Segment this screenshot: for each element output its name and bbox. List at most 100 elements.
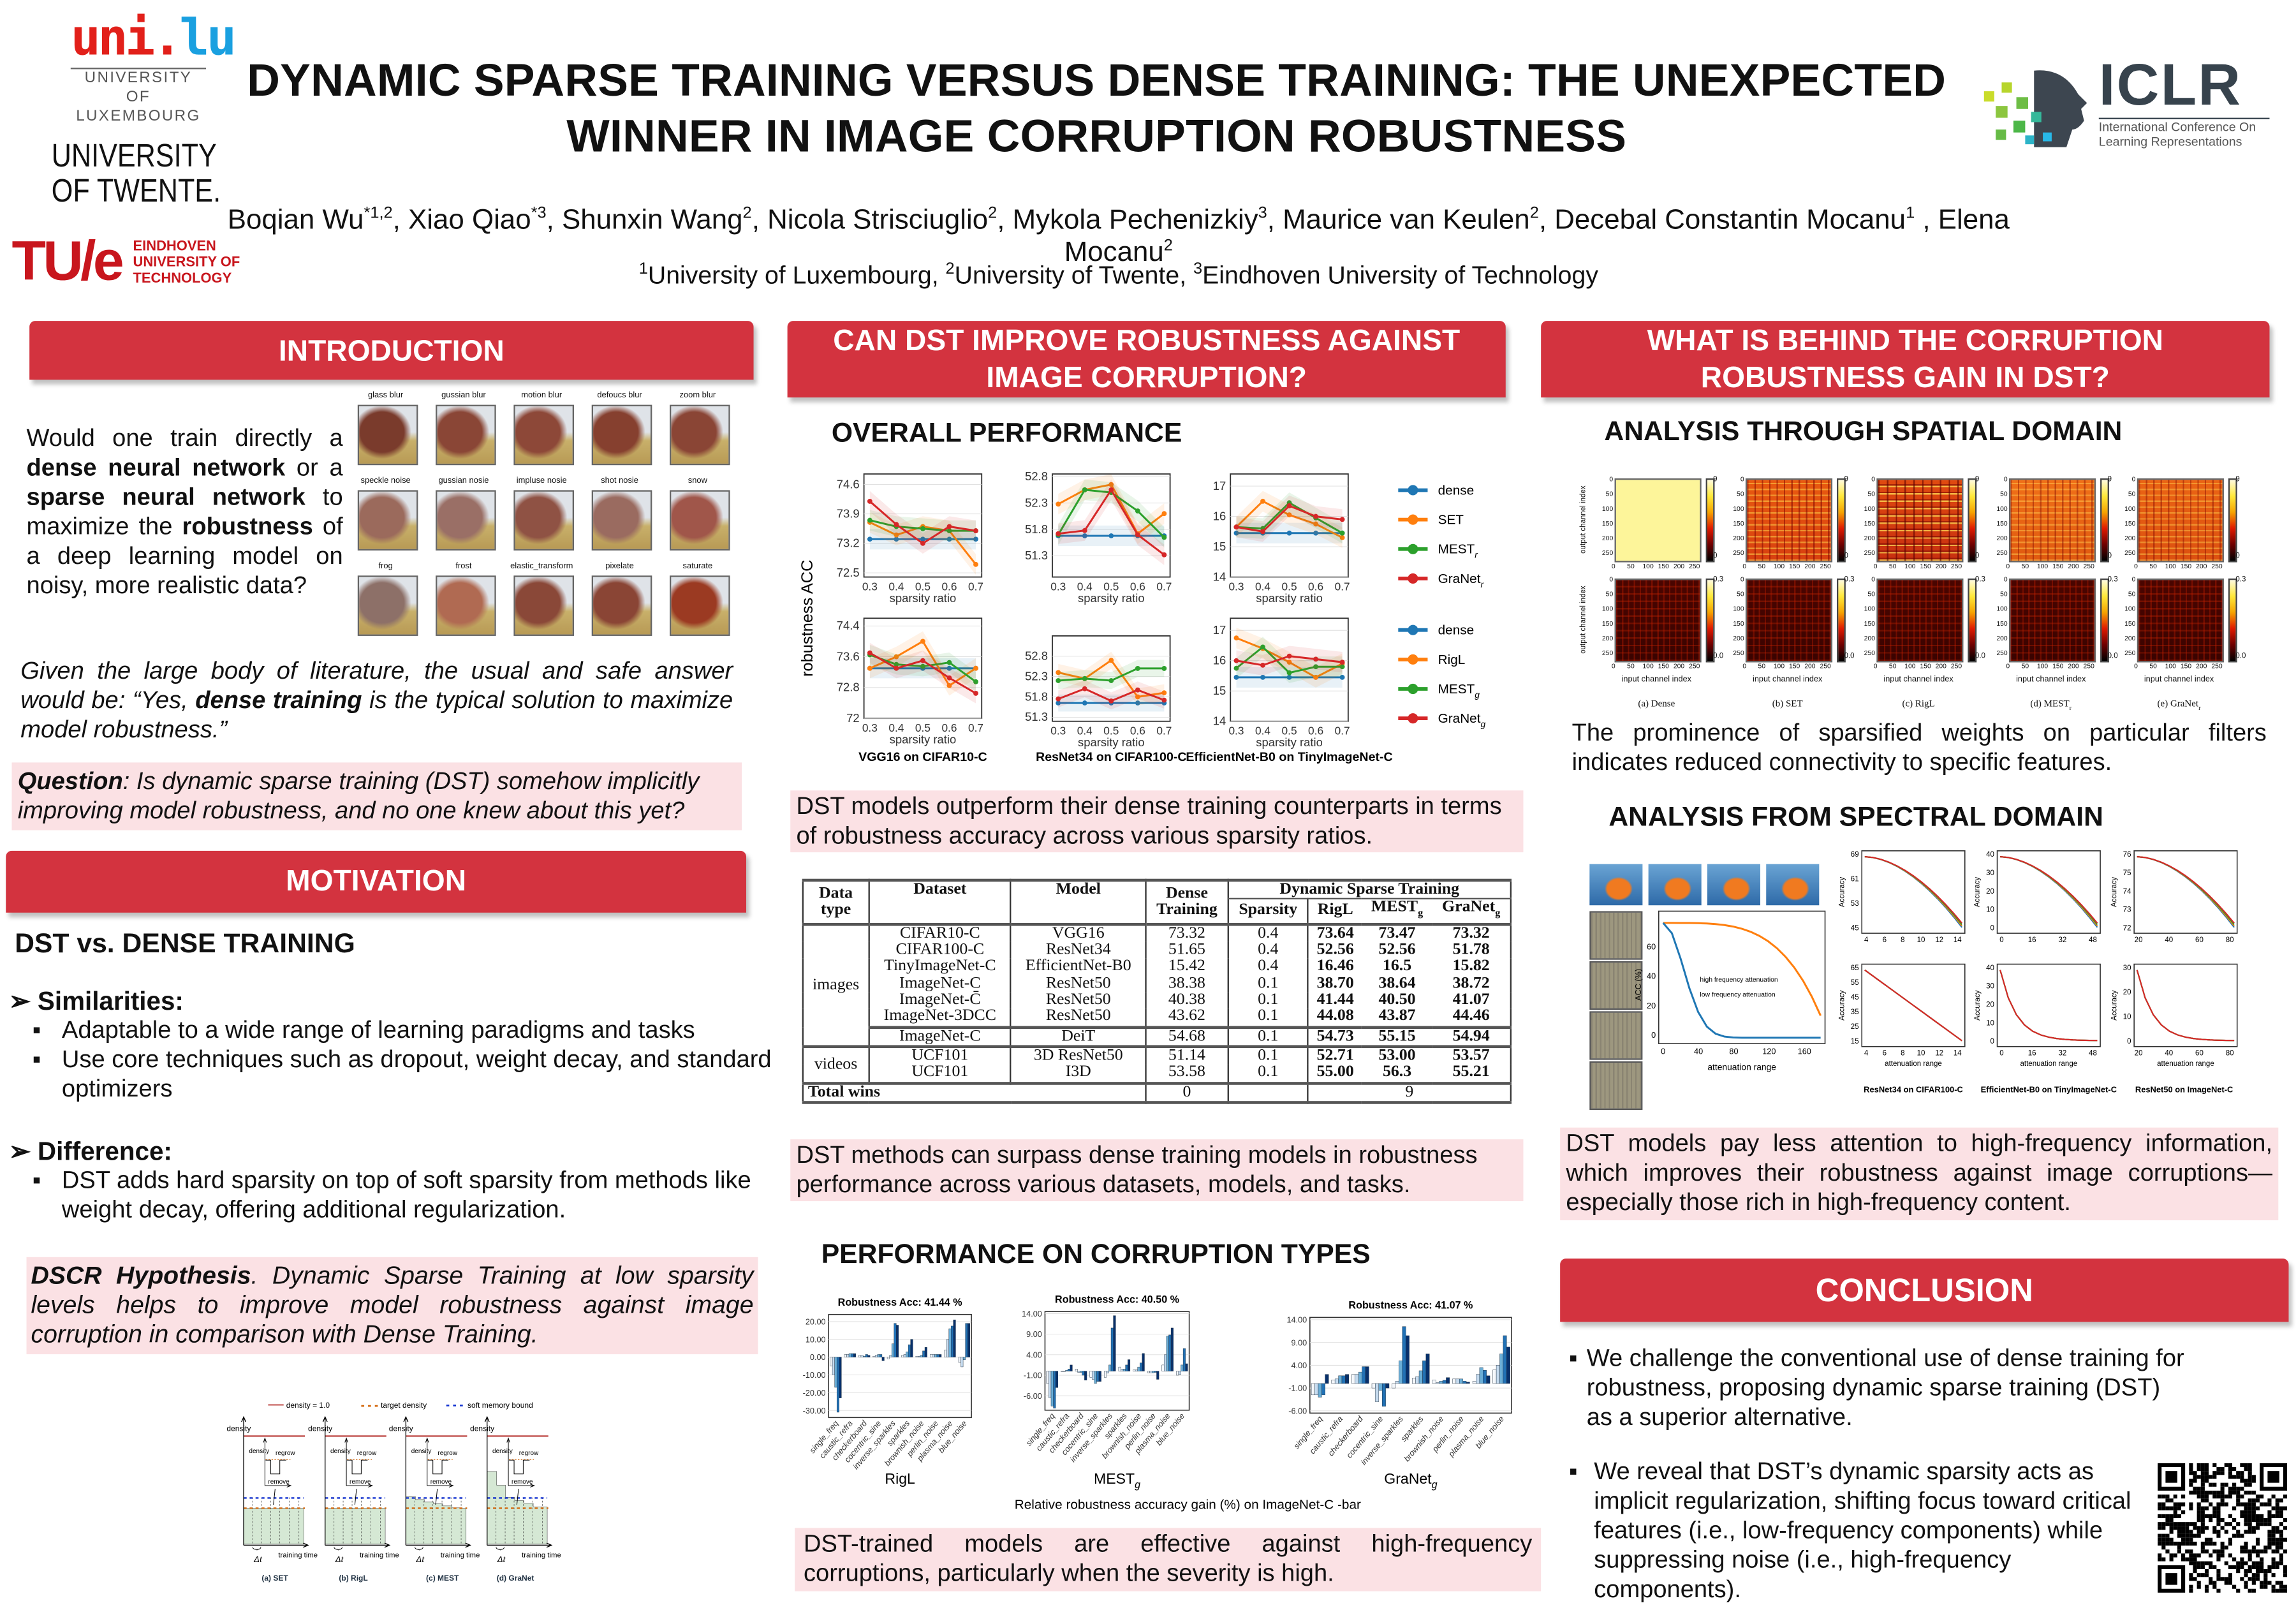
y-tick-label: -20.00	[803, 1389, 826, 1398]
confidence-band	[869, 642, 976, 704]
accuracy-plot: 72 73 74 75 76 20 40 60 80 Accuracy	[2110, 850, 2238, 944]
plot-caption: EfficientNet-B0 on TinyImageNet-C	[1981, 1084, 2117, 1094]
bar	[1122, 1369, 1126, 1371]
y-axis-label: Accuracy	[1839, 877, 1846, 908]
low-frequency-curve	[1662, 922, 1821, 1039]
y-tick-label: 100	[1601, 605, 1614, 613]
qr-module	[2193, 1486, 2197, 1491]
qr-code[interactable]	[2158, 1463, 2288, 1593]
table-row: TinyImageNet-C EfficientNet-B0 15.42 0.4 16.…	[803, 957, 1511, 976]
qr-module	[2204, 1514, 2209, 1519]
qr-module	[2236, 1495, 2241, 1499]
bar	[1164, 1354, 1167, 1371]
qr-module	[2283, 1565, 2288, 1570]
qr-module	[2232, 1490, 2237, 1495]
qr-module	[2263, 1577, 2268, 1581]
x-tick-label: 0.6	[1308, 725, 1323, 737]
corruption-label: zoom blur	[679, 391, 716, 401]
qr-module	[2248, 1577, 2252, 1581]
table-cell: 54.68	[1145, 1026, 1228, 1047]
bar	[1472, 1381, 1476, 1384]
qr-module	[2200, 1479, 2205, 1483]
x-tick-label: 100	[1642, 562, 1654, 570]
qr-module	[2228, 1553, 2233, 1558]
qr-module	[2271, 1584, 2276, 1589]
data-point	[1260, 644, 1265, 650]
y-tick-label: 250	[1733, 649, 1744, 657]
bar	[1046, 1371, 1049, 1384]
qr-module	[2161, 1514, 2166, 1519]
author-affiliation-mark: *3	[531, 204, 547, 223]
qr-module	[2244, 1490, 2248, 1495]
filtered-image	[1589, 1011, 1643, 1060]
author-affiliation-mark: 2	[742, 204, 752, 223]
chart-caption: EfficientNet-B0 on TinyImageNet-C	[1186, 750, 1392, 764]
qr-module	[2216, 1588, 2221, 1593]
y-tick-label: 200	[1733, 534, 1744, 542]
y-tick-label: 150	[1733, 519, 1744, 528]
weight-heatmap	[2137, 578, 2224, 663]
qr-module	[2271, 1495, 2276, 1499]
qr-module	[2189, 1573, 2193, 1577]
qr-module	[2158, 1541, 2162, 1546]
y-tick-label: -1.00	[1024, 1371, 1042, 1380]
legend-label: SET	[1438, 513, 1464, 528]
delta-label: Δt	[335, 1554, 344, 1564]
data-point	[1313, 656, 1319, 662]
x-tick-label: 50	[1627, 562, 1635, 570]
qr-module	[2260, 1557, 2264, 1561]
x-tick-label: 40	[1694, 1047, 1703, 1056]
qr-module	[2275, 1530, 2279, 1534]
weight-heatmaps: 9 0 0 0 50 50 100 100 150 150 200 200 250 250 9 0 0 0 50 50…	[1568, 464, 2274, 711]
y-tick-label: 51.3	[1025, 549, 1048, 562]
legend-label: low frequency attenuation	[1700, 991, 1775, 998]
qr-module	[2220, 1502, 2225, 1507]
qr-module	[2200, 1541, 2205, 1546]
qr-module	[2158, 1514, 2162, 1519]
qr-module	[2248, 1526, 2252, 1530]
qr-module	[2165, 1522, 2170, 1526]
data-point	[1161, 511, 1167, 517]
bar	[1135, 1369, 1138, 1371]
bar	[867, 1355, 871, 1357]
x-tick-label: 0	[1611, 562, 1615, 570]
y-tick-label: 30	[1986, 983, 1994, 991]
axis-label: training time	[441, 1551, 480, 1559]
x-tick-label: 0.3	[862, 721, 878, 734]
qr-module	[2158, 1533, 2162, 1538]
qr-module	[2189, 1537, 2193, 1542]
data-point	[1082, 700, 1087, 706]
y-tick-label: 100	[1601, 505, 1614, 513]
qr-module	[2244, 1522, 2248, 1526]
x-tick-label: 0.3	[862, 580, 878, 593]
bar	[1096, 1371, 1100, 1382]
corruption-gain-header: WHAT IS BEHIND THE CORRUPTION ROBUSTNESS…	[1541, 321, 2270, 398]
qr-module	[2212, 1565, 2217, 1570]
table-cell: 43.62	[1145, 1008, 1228, 1027]
qr-module	[2177, 1546, 2182, 1550]
bar	[901, 1355, 904, 1357]
axis-label: density	[470, 1424, 494, 1433]
y-tick-label: 0	[1871, 475, 1876, 483]
qr-module	[2248, 1518, 2252, 1523]
x-tick-label: 4	[1864, 1050, 1869, 1058]
data-point	[946, 675, 952, 681]
qr-module	[2193, 1561, 2197, 1565]
qr-module	[2260, 1502, 2264, 1507]
axis-label: training time	[278, 1551, 318, 1559]
bar	[1395, 1381, 1399, 1384]
y-tick-label: 50	[2000, 490, 2008, 498]
qr-module	[2271, 1506, 2276, 1510]
chart-caption: ResNet34 on CIFAR100-C	[1036, 750, 1186, 764]
bar	[1170, 1327, 1174, 1371]
qr-module	[2279, 1522, 2284, 1526]
qr-module	[2271, 1541, 2276, 1546]
axis-label: training time	[522, 1551, 561, 1559]
qr-module	[2220, 1495, 2225, 1499]
x-tick-label: 100	[2036, 662, 2049, 670]
bar	[851, 1353, 854, 1357]
intro-common-answer: Given the large body of literature, the …	[20, 658, 733, 744]
y-tick-label: 50	[2128, 590, 2136, 598]
data-point	[1286, 530, 1292, 536]
y-tick-label: 72	[2123, 924, 2131, 932]
